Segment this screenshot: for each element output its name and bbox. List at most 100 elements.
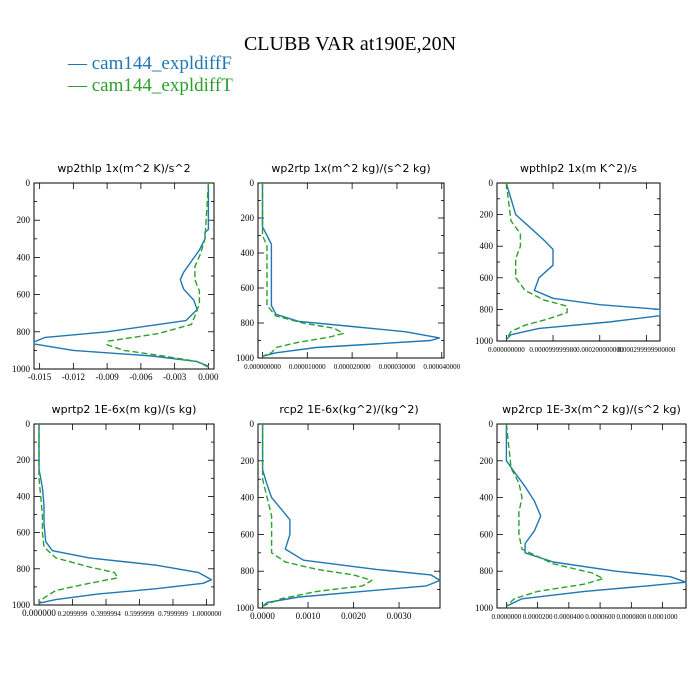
y-tick-label: 400 (480, 241, 494, 251)
y-tick-label: 0 (250, 178, 255, 188)
y-tick-label: 0 (26, 178, 31, 188)
series-line-cam144_expldiffT (505, 182, 568, 340)
x-tick-label: 0.000200000000 (576, 346, 624, 354)
x-tick-label: 0.0030 (387, 611, 412, 621)
y-tick-label: 1000 (12, 600, 31, 610)
y-tick-label: 1000 (475, 603, 494, 613)
figure-title: CLUBB VAR at190E,20N (244, 33, 456, 55)
series-line-cam144_expldiffF (38, 424, 213, 604)
x-tick-label: 0.0000400 (554, 613, 584, 621)
y-tick-label: 0 (250, 419, 255, 429)
panel-5: rcp2 1E-6x(kg^2)/(kg^2) 0 200 400 600 800 1000… (236, 403, 441, 621)
x-tick-label: -0.012 (62, 372, 85, 382)
x-tick-label: 0.0000800 (616, 613, 646, 621)
series-line-cam144_expldiffF (261, 183, 441, 357)
series-line-cam144_expldiffT (261, 183, 344, 357)
y-tick-label: 1000 (236, 603, 255, 613)
y-tick-label: 600 (241, 283, 255, 293)
x-tick-label: 0.7999999 (158, 610, 188, 618)
y-tick-label: 0 (26, 419, 31, 429)
x-tick-label: 0.000040000 (423, 363, 460, 371)
y-tick-label: 1000 (236, 353, 255, 363)
x-tick-label: -0.015 (28, 372, 52, 382)
y-tick-label: 400 (17, 252, 31, 262)
x-tick-label: 0.000020000 (334, 363, 371, 371)
y-tick-label: 400 (480, 493, 494, 503)
x-tick-label: 0.2099999 (58, 610, 88, 618)
plot-frame (496, 423, 687, 609)
y-tick-label: 800 (241, 318, 255, 328)
series-line-cam144_expldiffT (505, 423, 604, 607)
panel-title: wprtp2 1E-6x(m kg)/(s kg) (52, 403, 197, 416)
x-tick-label: 0.0020 (341, 611, 366, 621)
y-tick-label: 800 (480, 566, 494, 576)
x-tick-label: 1.0000000 (192, 610, 222, 618)
plot-frame (257, 182, 445, 359)
y-tick-label: 600 (480, 273, 494, 283)
y-tick-label: 1000 (475, 336, 494, 346)
x-tick-label: 0.000099999980 (529, 346, 577, 354)
x-tick-label: 0.000030000 (379, 363, 416, 371)
y-tick-label: 0 (489, 178, 494, 188)
series-line-cam144_expldiffF (505, 182, 661, 340)
x-tick-label: -0.003 (163, 372, 187, 382)
y-tick-label: 1000 (12, 364, 31, 374)
legend-entry-expldiffF: — cam144_expldiffF (67, 53, 232, 74)
legend: — cam144_expldiffF — cam144_expldiffT (67, 53, 233, 96)
y-tick-label: 600 (480, 529, 494, 539)
x-tick-label: 0.0000000 (491, 613, 521, 621)
x-tick-label: 0.000000 (22, 608, 56, 618)
y-tick-label: 200 (480, 210, 494, 220)
panel-title: wp2rcp 1E-3x(m^2 kg)/(s^2 kg) (502, 403, 681, 416)
x-tick-label: 0.000299999900000 (618, 346, 676, 354)
panel-2: wp2rtp 1x(m^2 kg)/(s^2 kg) 0 200 400 600 800 1… (236, 162, 461, 371)
legend-entry-expldiffT: — cam144_expldiffT (67, 75, 233, 96)
x-tick-label: 0.0000200 (523, 613, 553, 621)
x-tick-label: -0.006 (129, 372, 153, 382)
y-tick-label: 800 (17, 564, 31, 574)
panel-title: wpthlp2 1x(m K^2)/s (520, 162, 637, 175)
y-tick-label: 200 (241, 456, 255, 466)
x-tick-label: 0.000000000 (244, 363, 281, 371)
y-tick-label: 600 (17, 290, 31, 300)
y-tick-label: 600 (17, 528, 31, 538)
y-tick-label: 800 (480, 304, 494, 314)
x-tick-label: 0.000010000 (289, 363, 326, 371)
x-tick-label: 0.000000000 (488, 346, 525, 354)
y-tick-label: 400 (241, 493, 255, 503)
x-tick-label: 0.0010 (296, 611, 321, 621)
series-line-cam144_expldiffT (38, 424, 119, 604)
x-tick-label: 0.000 (198, 372, 219, 382)
y-tick-label: 400 (17, 491, 31, 501)
plot-frame (496, 182, 661, 342)
x-tick-label: 0.5999999 (125, 610, 155, 618)
y-tick-label: 200 (241, 213, 255, 223)
x-tick-label: 0.3999994 (91, 610, 121, 618)
y-tick-label: 200 (17, 455, 31, 465)
plot-frame (257, 423, 441, 609)
series-line-cam144_expldiffF (261, 424, 441, 607)
series-line-cam144_expldiffT (261, 424, 373, 607)
plot-frame (33, 423, 215, 606)
series-line-cam144_expldiffF (505, 424, 687, 607)
x-tick-label: 0.0000 (250, 611, 275, 621)
panel-6: wp2rcp 1E-3x(m^2 kg)/(s^2 kg) 0 200 400 600 8… (475, 403, 687, 621)
y-tick-label: 0 (489, 419, 494, 429)
panel-title: rcp2 1E-6x(kg^2)/(kg^2) (279, 403, 418, 416)
panel-title: wp2thlp 1x(m^2 K)/s^2 (57, 162, 190, 175)
y-tick-label: 200 (17, 215, 31, 225)
y-tick-label: 200 (480, 456, 494, 466)
panel-title: wp2rtp 1x(m^2 kg)/(s^2 kg) (271, 162, 430, 175)
panel-3: wpthlp2 1x(m K^2)/s020040060080010000.00… (475, 162, 676, 354)
x-tick-label: 0.0000600 (585, 613, 615, 621)
plot-frame (33, 182, 215, 370)
y-tick-label: 800 (241, 566, 255, 576)
y-tick-label: 600 (241, 529, 255, 539)
x-tick-label: 0.0001000 (648, 613, 678, 621)
series-line-cam144_expldiffT (106, 182, 210, 368)
y-tick-label: 400 (241, 248, 255, 258)
x-tick-label: -0.009 (96, 372, 120, 382)
panel-4: wprtp2 1E-6x(m kg)/(s kg) 0 200 400 600 800 10… (12, 403, 222, 618)
y-tick-label: 800 (17, 327, 31, 337)
